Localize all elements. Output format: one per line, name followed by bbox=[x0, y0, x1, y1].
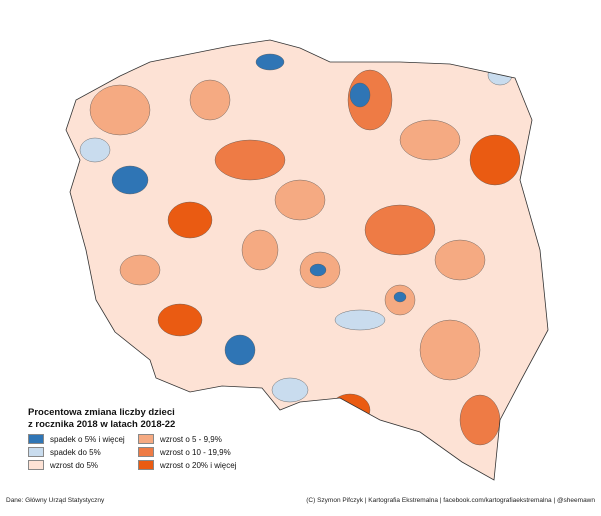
legend-swatch bbox=[138, 460, 154, 470]
credits: (C) Szymon Pifczyk | Kartografia Ekstrem… bbox=[306, 497, 595, 504]
legend-item: wzrost o 10 - 19,9% bbox=[138, 447, 258, 457]
legend-title: Procentowa zmiana liczby dzieci z roczni… bbox=[28, 407, 175, 431]
legend-title-line: z rocznika 2018 w latach 2018-22 bbox=[28, 419, 176, 430]
legend-swatch bbox=[28, 434, 44, 444]
legend-item: spadek do 5% bbox=[28, 447, 138, 457]
legend-item: spadek o 5% i więcej bbox=[28, 434, 138, 444]
legend-label: wzrost do 5% bbox=[50, 460, 99, 470]
legend-swatch bbox=[28, 460, 44, 470]
legend-label: wzrost o 10 - 19,9% bbox=[160, 447, 231, 457]
legend-label: spadek do 5% bbox=[50, 447, 101, 457]
legend-swatch bbox=[28, 447, 44, 457]
legend-item: wzrost o 20% i więcej bbox=[138, 460, 258, 470]
legend-label: spadek o 5% i więcej bbox=[50, 434, 125, 444]
source: Dane: Główny Urząd Statystyczny bbox=[6, 497, 105, 504]
legend-label: wzrost o 5 - 9,9% bbox=[160, 434, 222, 444]
country-border bbox=[65, 39, 549, 481]
legend-swatch bbox=[138, 447, 154, 457]
legend-item: wzrost o 5 - 9,9% bbox=[138, 434, 258, 444]
legend: spadek o 5% i więcej wzrost o 5 - 9,9% spa… bbox=[28, 434, 258, 470]
legend-title-line: Procentowa zmiana liczby dzieci bbox=[28, 407, 175, 418]
legend-swatch bbox=[138, 434, 154, 444]
legend-label: wzrost o 20% i więcej bbox=[160, 460, 237, 470]
legend-item: wzrost do 5% bbox=[28, 460, 138, 470]
